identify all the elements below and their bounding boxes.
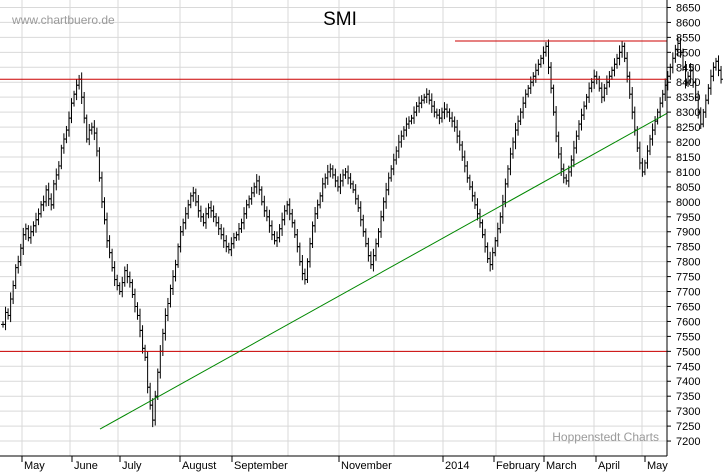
y-tick-label: 8250 (676, 122, 700, 134)
y-tick-label: 8300 (676, 107, 700, 119)
y-tick-label: 7500 (676, 346, 700, 358)
y-tick-label: 8050 (676, 182, 700, 194)
y-tick-label: 7700 (676, 287, 700, 299)
y-tick-label: 7750 (676, 272, 700, 284)
ohlc-bar (670, 52, 675, 74)
y-tick-label: 8450 (676, 62, 700, 74)
y-tick-label: 8150 (676, 152, 700, 164)
x-tick-label: November (341, 460, 392, 472)
y-tick-label: 7950 (676, 212, 700, 224)
x-tick-label: July (122, 460, 142, 472)
y-tick-label: 7250 (676, 421, 700, 433)
y-tick-label: 7800 (676, 257, 700, 269)
ohlc-bar (711, 62, 716, 82)
ohlc-bar (668, 63, 673, 80)
x-tick-label: September (234, 460, 288, 472)
ohlc-bar (719, 65, 723, 84)
ohlc-bar (716, 55, 721, 77)
annotation-lines (0, 40, 668, 430)
y-tick-label: 7900 (676, 227, 700, 239)
x-tick-label: June (74, 460, 98, 472)
y-tick-label: 7350 (676, 391, 700, 403)
chart-title: SMI (323, 9, 357, 30)
y-tick-label: 8600 (676, 17, 700, 29)
watermark-text: www.chartbuero.de (11, 13, 115, 27)
y-tick-label: 8000 (676, 197, 700, 209)
y-tick-label: 7650 (676, 301, 700, 313)
source-text: Hoppenstedt Charts (552, 430, 659, 444)
y-tick-label: 8650 (676, 2, 700, 14)
y-axis: 7200 7250 7300 7350 7400 7450 7500 7550 7600 7650… (667, 2, 700, 448)
y-tick-label: 8400 (676, 77, 700, 89)
y-tick-label: 8500 (676, 47, 700, 59)
x-tick-label: 2014 (445, 460, 469, 472)
y-tick-label: 7600 (676, 316, 700, 328)
y-tick-label: 7400 (676, 376, 700, 388)
x-tick-label: April (598, 460, 620, 472)
uptrend-line (99, 112, 668, 430)
ohlc-bar (713, 57, 718, 71)
x-axis: May June July August September November 2014 Fe… (21, 456, 668, 472)
y-tick-label: 7550 (676, 331, 700, 343)
x-tick-label: February (496, 460, 541, 472)
y-tick-label: 7200 (676, 436, 700, 448)
x-tick-label: August (182, 460, 216, 472)
y-tick-label: 8550 (676, 32, 700, 44)
x-tick-label: May (647, 460, 668, 472)
x-tick-label: May (24, 460, 45, 472)
y-tick-label: 7450 (676, 361, 700, 373)
ohlc-bar (706, 84, 711, 105)
ohlc-bar (708, 69, 713, 95)
y-tick-label: 8200 (676, 137, 700, 149)
y-tick-label: 8350 (676, 92, 700, 104)
x-tick-label: March (546, 460, 577, 472)
y-tick-label: 7850 (676, 242, 700, 254)
plot-background (0, 0, 667, 456)
y-tick-label: 8100 (676, 167, 700, 179)
ohlc-bar (703, 94, 708, 118)
y-tick-label: 7300 (676, 406, 700, 418)
